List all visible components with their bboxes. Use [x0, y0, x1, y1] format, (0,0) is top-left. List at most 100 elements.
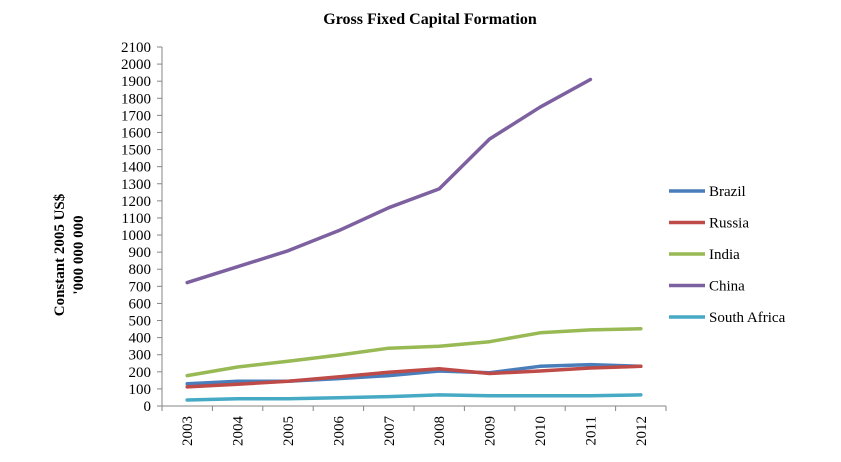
data-point-india: [639, 327, 643, 331]
data-point-south-africa: [236, 397, 240, 401]
x-tick-label: 2007: [382, 416, 398, 447]
data-point-china: [185, 281, 189, 285]
series-india: [185, 326, 643, 378]
data-point-south-africa: [336, 396, 340, 400]
data-point-india: [488, 340, 492, 344]
y-tick-label: 400: [129, 331, 152, 347]
legend-label: Russia: [709, 216, 749, 232]
data-point-russia: [286, 379, 290, 383]
series-line-china: [185, 77, 593, 285]
data-point-russia: [437, 367, 441, 371]
data-point-india: [588, 328, 592, 332]
x-tick-label: 2009: [483, 416, 499, 446]
data-point-brazil: [387, 374, 391, 378]
data-point-brazil: [236, 379, 240, 383]
chart-title: Gross Fixed Capital Formation: [323, 11, 537, 28]
series-lines: [185, 77, 643, 402]
legend-item-china: China: [669, 279, 745, 295]
data-point-russia: [488, 372, 492, 376]
series-russia: [185, 364, 643, 389]
data-point-brazil: [588, 363, 592, 367]
data-point-russia: [236, 382, 240, 386]
data-point-china: [437, 187, 441, 191]
x-ticks: 2003 2004 2005 2006 2007 2008 2009 2010 2011 2012: [161, 406, 667, 447]
x-tick-label: 2008: [432, 416, 448, 446]
y-tick-label: 1600: [121, 125, 151, 141]
legend-label: Brazil: [709, 184, 746, 200]
x-tick-label: 2010: [533, 416, 549, 446]
y-tick-label: 2100: [121, 40, 151, 56]
y-tick-label: 200: [129, 365, 152, 381]
x-tick-label: 2012: [634, 416, 650, 446]
data-point-india: [185, 374, 189, 378]
x-tick-label: 2004: [231, 416, 247, 447]
y-tick-label: 1200: [121, 194, 151, 210]
y-tick-label: 1400: [121, 160, 151, 176]
series-south-africa: [185, 393, 643, 402]
data-point-russia: [185, 385, 189, 389]
y-tick-label: 700: [129, 279, 152, 295]
series-china: [185, 77, 593, 285]
data-point-south-africa: [538, 394, 542, 398]
y-tick-label: 1300: [121, 177, 151, 193]
data-point-china: [236, 265, 240, 269]
legend-item-south-africa: South Africa: [669, 310, 786, 326]
data-point-brazil: [538, 364, 542, 368]
x-tick-label: 2003: [180, 416, 196, 446]
y-axis-label-line1: Constant 2005 US$: [52, 193, 68, 316]
data-point-china: [387, 206, 391, 210]
data-point-india: [387, 346, 391, 350]
data-point-south-africa: [387, 395, 391, 399]
y-tick-label: 2000: [121, 57, 151, 73]
data-point-south-africa: [437, 393, 441, 397]
data-point-south-africa: [488, 394, 492, 398]
legend-label: India: [709, 247, 740, 263]
legend-item-russia: Russia: [669, 216, 749, 232]
legend-label: South Africa: [709, 310, 786, 326]
y-axis-label-line2: '000 000 000: [71, 215, 87, 294]
y-tick-label: 1500: [121, 143, 151, 159]
data-point-russia: [387, 370, 391, 374]
legend-item-brazil: Brazil: [669, 184, 746, 200]
series-line-south-africa: [185, 393, 643, 402]
data-point-russia: [639, 364, 643, 368]
y-tick-label: 1800: [121, 91, 151, 107]
y-tick-label: 300: [129, 348, 152, 364]
data-point-india: [336, 353, 340, 357]
data-point-south-africa: [185, 398, 189, 402]
y-tick-label: 800: [129, 262, 152, 278]
data-point-india: [286, 359, 290, 363]
data-point-india: [437, 344, 441, 348]
series-line-india: [185, 326, 643, 378]
data-point-south-africa: [639, 393, 643, 397]
data-point-china: [538, 105, 542, 109]
y-tick-label: 900: [129, 245, 152, 261]
data-point-china: [286, 249, 290, 253]
data-point-india: [538, 331, 542, 335]
y-tick-label: 1000: [121, 228, 151, 244]
y-tick-label: 1900: [121, 74, 151, 90]
axes: [161, 47, 666, 407]
data-point-russia: [588, 366, 592, 370]
data-point-brazil: [185, 382, 189, 386]
y-tick-label: 500: [129, 314, 152, 330]
y-axis-label: Constant 2005 US$ '000 000 000: [52, 193, 87, 316]
y-tick-label: 100: [129, 382, 152, 398]
y-tick-label: 600: [129, 296, 152, 312]
data-point-china: [588, 77, 592, 81]
x-tick-label: 2011: [583, 416, 599, 445]
data-point-india: [236, 365, 240, 369]
series-line-russia: [185, 364, 643, 389]
legend-label: China: [709, 279, 745, 295]
x-tick-label: 2005: [281, 416, 297, 446]
data-point-china: [336, 229, 340, 233]
legend-item-india: India: [669, 247, 740, 263]
y-tick-label: 0: [144, 399, 152, 415]
data-point-russia: [336, 375, 340, 379]
data-point-south-africa: [588, 394, 592, 398]
data-point-china: [488, 137, 492, 141]
data-point-south-africa: [286, 397, 290, 401]
y-tick-label: 1700: [121, 108, 151, 124]
